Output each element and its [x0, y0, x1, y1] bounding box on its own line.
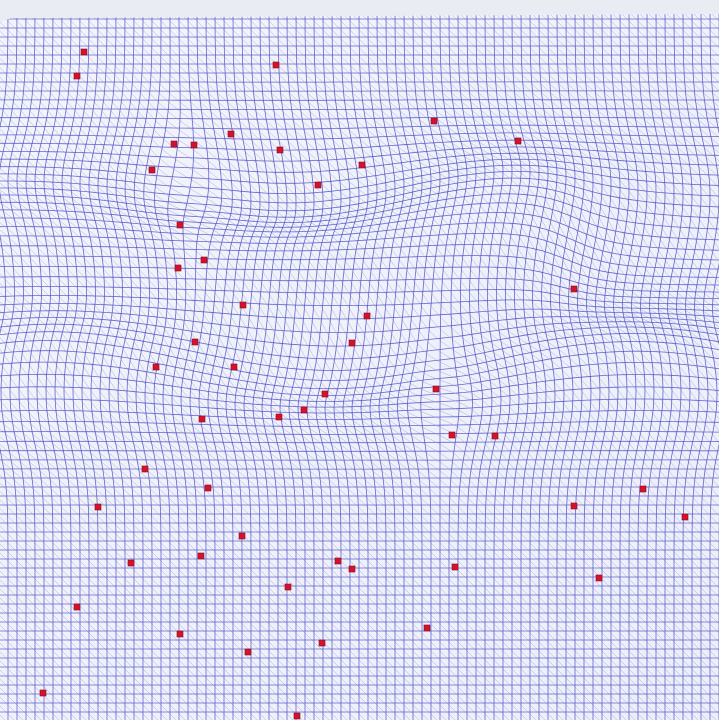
control-point [273, 62, 279, 68]
control-point [285, 584, 291, 590]
control-point [424, 625, 430, 631]
control-point [171, 141, 177, 147]
control-point [201, 257, 207, 263]
control-point [81, 49, 87, 55]
control-point [349, 566, 355, 572]
control-point [177, 222, 183, 228]
control-point [335, 558, 341, 564]
control-point [301, 407, 307, 413]
control-point [492, 433, 498, 439]
control-point [153, 364, 159, 370]
control-point [277, 147, 283, 153]
control-point [142, 466, 148, 472]
control-point [349, 340, 355, 346]
control-point [240, 302, 246, 308]
control-point [191, 142, 197, 148]
control-point [276, 414, 282, 420]
control-point [364, 313, 370, 319]
control-point [192, 339, 198, 345]
control-point [177, 631, 183, 637]
control-point [452, 564, 458, 570]
control-point [231, 364, 237, 370]
control-point [433, 386, 439, 392]
control-point [245, 649, 251, 655]
control-point [359, 162, 365, 168]
control-point [198, 553, 204, 559]
control-point [294, 713, 300, 719]
control-point [315, 182, 321, 188]
control-point [571, 286, 577, 292]
control-point [40, 690, 46, 696]
control-point [596, 575, 602, 581]
mesh-row [0, 100, 719, 101]
control-point [128, 560, 134, 566]
control-point [205, 485, 211, 491]
control-point [515, 138, 521, 144]
control-point [74, 73, 80, 79]
control-point [319, 640, 325, 646]
control-point [175, 265, 181, 271]
control-point [640, 486, 646, 492]
control-point [682, 514, 688, 520]
page: Mesh {} html, body { margin: 0; padding:… [0, 0, 719, 720]
control-point [431, 118, 437, 124]
control-point [95, 504, 101, 510]
control-point [571, 503, 577, 509]
control-point [449, 432, 455, 438]
control-point [228, 131, 234, 137]
control-point [199, 416, 205, 422]
mesh-viewport [0, 0, 719, 720]
control-point [239, 533, 245, 539]
control-point [149, 167, 155, 173]
body: (() => { JSON.parse(document.getElementB… [0, 0, 719, 720]
control-point [322, 391, 328, 397]
control-point [74, 604, 80, 610]
